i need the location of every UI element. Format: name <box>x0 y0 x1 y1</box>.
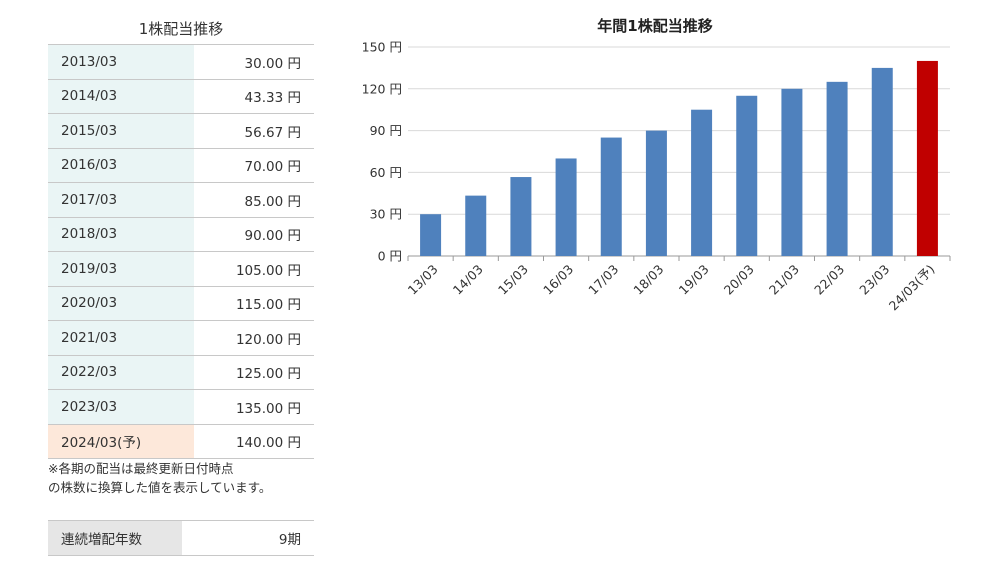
y-tick-label: 150 円 <box>362 40 402 55</box>
chart-svg: 年間1株配当推移 0 円 30 円 60 円 90 円 120 円 150 円 13/03 14… <box>362 17 951 314</box>
x-tick-label: 18/03 <box>630 262 666 298</box>
x-tick-label: 21/03 <box>766 262 802 298</box>
x-tick-label: 16/03 <box>540 262 576 298</box>
streak-table: 連続増配年数 9期 <box>48 520 314 556</box>
period-cell: 2016/03 <box>48 147 194 183</box>
bar <box>781 88 803 256</box>
table-row: 2016/03 70.00 円 <box>48 147 314 183</box>
y-tick-label: 90 円 <box>370 123 402 138</box>
footnote: ※各期の配当は最終更新日付時点 の株数に換算した値を表示しています。 <box>48 459 328 497</box>
x-tick-label: 19/03 <box>676 262 712 298</box>
dividend-value-cell: 56.67 円 <box>194 113 314 149</box>
bar <box>600 137 622 256</box>
x-tick-label: 13/03 <box>405 262 441 298</box>
table-row: 2019/03 105.00 円 <box>48 251 314 287</box>
dividend-value-cell: 43.33 円 <box>194 78 314 114</box>
y-tick-label: 0 円 <box>378 249 402 264</box>
table-row: 2015/03 56.67 円 <box>48 113 314 149</box>
bar <box>826 81 848 256</box>
period-cell: 2017/03 <box>48 182 194 218</box>
x-tick-label: 22/03 <box>811 262 847 298</box>
dividend-chart: 年間1株配当推移 0 円 30 円 60 円 90 円 120 円 150 円 13/03 14… <box>340 0 980 340</box>
chart-title: 年間1株配当推移 <box>597 17 712 35</box>
dividend-value-cell: 90.00 円 <box>194 216 314 252</box>
dividend-value-cell: 115.00 円 <box>194 285 314 321</box>
bar <box>555 158 577 256</box>
period-cell: 2024/03(予) <box>48 423 194 459</box>
dividend-value-cell: 120.00 円 <box>194 320 314 356</box>
footnote-line-1: ※各期の配当は最終更新日付時点 <box>48 461 234 476</box>
bar <box>691 109 713 256</box>
bar <box>420 214 442 256</box>
period-cell: 2018/03 <box>48 216 194 252</box>
y-tick-label: 30 円 <box>370 207 402 222</box>
table-row: 2021/03 120.00 円 <box>48 320 314 356</box>
table-row: 2018/03 90.00 円 <box>48 216 314 252</box>
x-tick-label: 24/03(予) <box>886 262 938 314</box>
table-row: 2017/03 85.00 円 <box>48 182 314 218</box>
dividend-value-cell: 30.00 円 <box>194 44 314 80</box>
period-cell: 2021/03 <box>48 320 194 356</box>
dividend-value-cell: 140.00 円 <box>194 423 314 459</box>
bar <box>736 95 758 257</box>
period-cell: 2019/03 <box>48 251 194 287</box>
table-row: 2013/03 30.00 円 <box>48 44 314 80</box>
x-tick-label: 14/03 <box>450 262 486 298</box>
table-row: 2023/03 135.00 円 <box>48 389 314 425</box>
streak-value: 9期 <box>182 520 314 556</box>
bar <box>871 67 893 257</box>
table-row: 2014/03 43.33 円 <box>48 78 314 114</box>
dividend-value-cell: 125.00 円 <box>194 354 314 390</box>
dividend-value-cell: 105.00 円 <box>194 251 314 287</box>
period-cell: 2020/03 <box>48 285 194 321</box>
table-row: 2020/03 115.00 円 <box>48 285 314 321</box>
period-cell: 2015/03 <box>48 113 194 149</box>
forecast-bar <box>916 60 938 256</box>
dividend-value-cell: 85.00 円 <box>194 182 314 218</box>
bar <box>465 195 487 256</box>
x-tick-label: 23/03 <box>856 262 892 298</box>
dividend-table: 2013/03 30.00 円 2014/03 43.33 円 2015/03 56.67… <box>48 44 314 459</box>
table-title: 1株配当推移 <box>138 20 224 38</box>
table-row: 2022/03 125.00 円 <box>48 354 314 390</box>
y-tick-label: 60 円 <box>370 165 402 180</box>
y-tick-label: 120 円 <box>362 81 402 96</box>
x-tick-label: 20/03 <box>721 262 757 298</box>
dividend-value-cell: 70.00 円 <box>194 147 314 183</box>
period-cell: 2022/03 <box>48 354 194 390</box>
table-row: 2024/03(予) 140.00 円 <box>48 423 314 459</box>
bar <box>510 177 532 256</box>
dividend-table-panel: 1株配当推移 2013/03 30.00 円 2014/03 43.33 円 2015/… <box>48 14 314 459</box>
footnote-line-2: の株数に換算した値を表示しています。 <box>48 480 272 495</box>
x-tick-label: 17/03 <box>585 262 621 298</box>
bar <box>645 130 667 256</box>
x-tick-label: 15/03 <box>495 262 531 298</box>
period-cell: 2013/03 <box>48 44 194 80</box>
period-cell: 2014/03 <box>48 78 194 114</box>
dividend-value-cell: 135.00 円 <box>194 389 314 425</box>
streak-label: 連続増配年数 <box>48 520 182 556</box>
streak-row: 連続増配年数 9期 <box>48 520 314 556</box>
period-cell: 2023/03 <box>48 389 194 425</box>
